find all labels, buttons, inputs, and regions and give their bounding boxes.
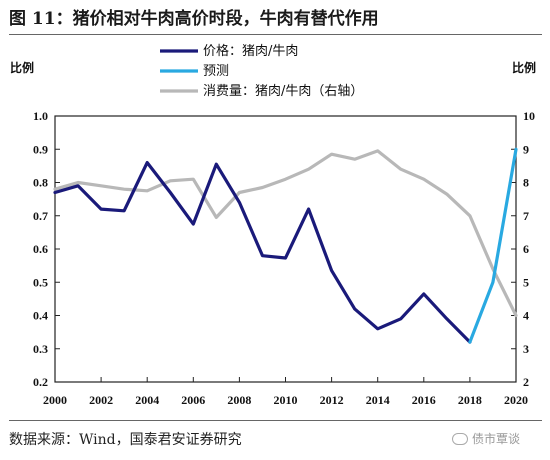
source-note: 数据来源：Wind，国泰君安证券研究: [9, 432, 242, 448]
source-divider: [9, 420, 542, 421]
legend-consumption-label: 消费量：猪肉/牛肉（右轴）: [203, 84, 363, 99]
legend-forecast-label: 预测: [203, 64, 229, 79]
left-y-tick-label: 0.4: [33, 309, 48, 323]
left-y-tick-label: 0.3: [33, 342, 48, 356]
left-y-tick-label: 0.2: [33, 375, 48, 389]
right-y-tick-label: 3: [523, 342, 529, 356]
x-tick-label: 2008: [227, 393, 251, 407]
watermark: 债市覃谈: [452, 430, 520, 447]
left-y-tick-label: 0.9: [33, 142, 48, 156]
right-y-tick-label: 10: [523, 109, 535, 123]
right-y-tick-label: 5: [523, 275, 529, 289]
figure-title: 图 11：猪价相对牛肉高价时段，牛肉有替代作用: [9, 9, 379, 29]
plot-frame: [54, 115, 517, 383]
left-y-tick-label: 0.7: [33, 209, 48, 223]
right-y-tick-label: 8: [523, 176, 529, 190]
x-tick-label: 2000: [43, 393, 67, 407]
x-tick-label: 2016: [412, 393, 436, 407]
series-line-forecast: [468, 147, 518, 344]
x-tick-label: 2004: [135, 393, 159, 407]
right-axis-label: 比例: [512, 60, 536, 75]
x-tick-label: 2014: [366, 393, 390, 407]
right-y-tick-label: 4: [523, 309, 529, 323]
right-y-tick-label: 9: [523, 142, 529, 156]
left-y-tick-label: 0.6: [33, 242, 48, 256]
x-tick-label: 2012: [320, 393, 344, 407]
x-tick-label: 2018: [458, 393, 482, 407]
series-line-consumption: [53, 149, 518, 318]
right-y-tick-label: 6: [523, 242, 529, 256]
left-y-tick-label: 0.5: [33, 275, 48, 289]
right-y-tick-label: 7: [523, 209, 529, 223]
left-axis-label: 比例: [10, 60, 34, 75]
title-divider: [9, 34, 542, 35]
left-y-tick-label: 1.0: [33, 109, 48, 123]
x-tick-label: 2010: [274, 393, 298, 407]
left-y-tick-label: 0.8: [33, 176, 48, 190]
watermark-text: 债市覃谈: [472, 432, 521, 446]
x-tick-label: 2002: [89, 393, 113, 407]
wechat-icon: [452, 432, 468, 445]
series-line-price: [53, 161, 472, 344]
right-y-tick-label: 2: [523, 375, 529, 389]
x-tick-label: 2020: [504, 393, 528, 407]
legend-price-label: 价格：猪肉/牛肉: [203, 43, 298, 59]
x-tick-label: 2006: [181, 393, 205, 407]
